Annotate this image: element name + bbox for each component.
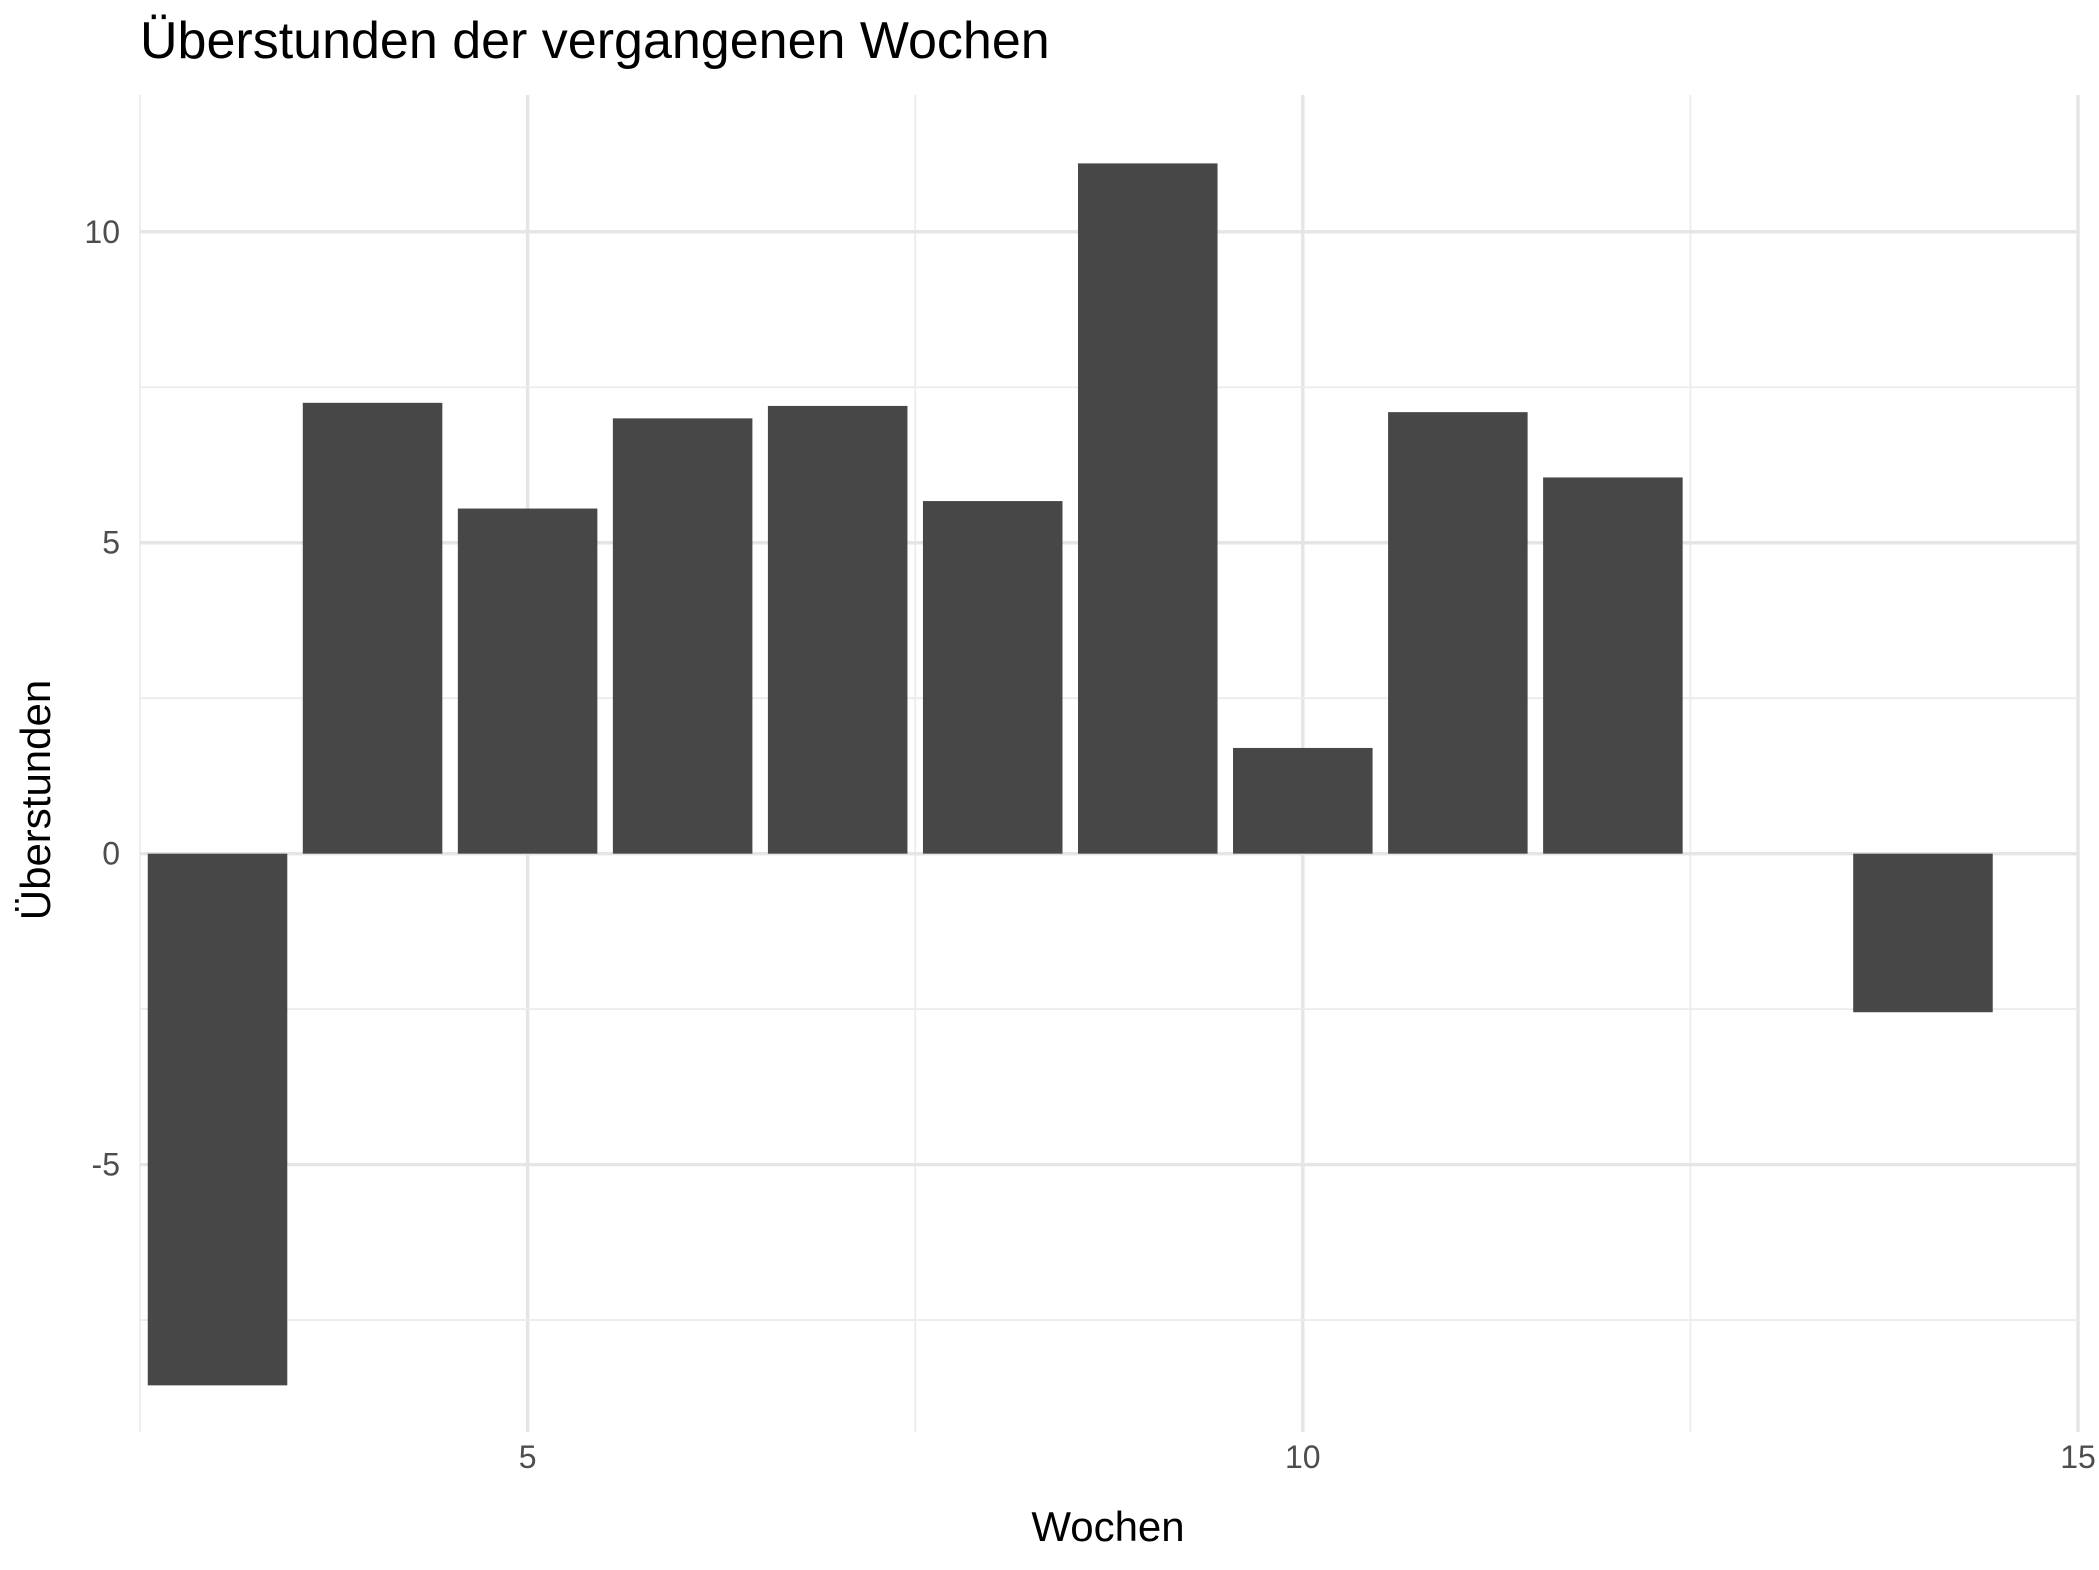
y-tick-label: 5 (102, 525, 120, 561)
bar-week-10 (1233, 747, 1373, 854)
bar-week-4 (302, 402, 443, 854)
y-tick-label: -5 (92, 1147, 120, 1183)
chart-title: Überstunden der vergangenen Wochen (140, 12, 1050, 70)
bar-week-6 (612, 418, 753, 854)
bar-week-3 (147, 853, 288, 1386)
bar-week-12 (1543, 477, 1683, 854)
bar-week-11 (1388, 412, 1528, 854)
y-tick-label: 0 (102, 836, 120, 872)
x-axis-title: Wochen (1031, 1503, 1184, 1550)
bar-week-5 (457, 508, 598, 854)
y-axis-title: Überstunden (12, 680, 59, 921)
y-tick-label: 10 (84, 214, 120, 250)
x-tick-label: 15 (2060, 1439, 2096, 1475)
bars (147, 163, 1993, 1386)
bar-week-8 (922, 501, 1063, 854)
x-tick-label: 10 (1285, 1439, 1321, 1475)
bar-week-9 (1077, 163, 1218, 854)
tick-labels: 5 10 15 -5 0 5 10 (84, 214, 2095, 1475)
bar-week-14 (1853, 853, 1993, 1013)
x-tick-label: 5 (519, 1439, 537, 1475)
bar-week-7 (767, 405, 908, 854)
